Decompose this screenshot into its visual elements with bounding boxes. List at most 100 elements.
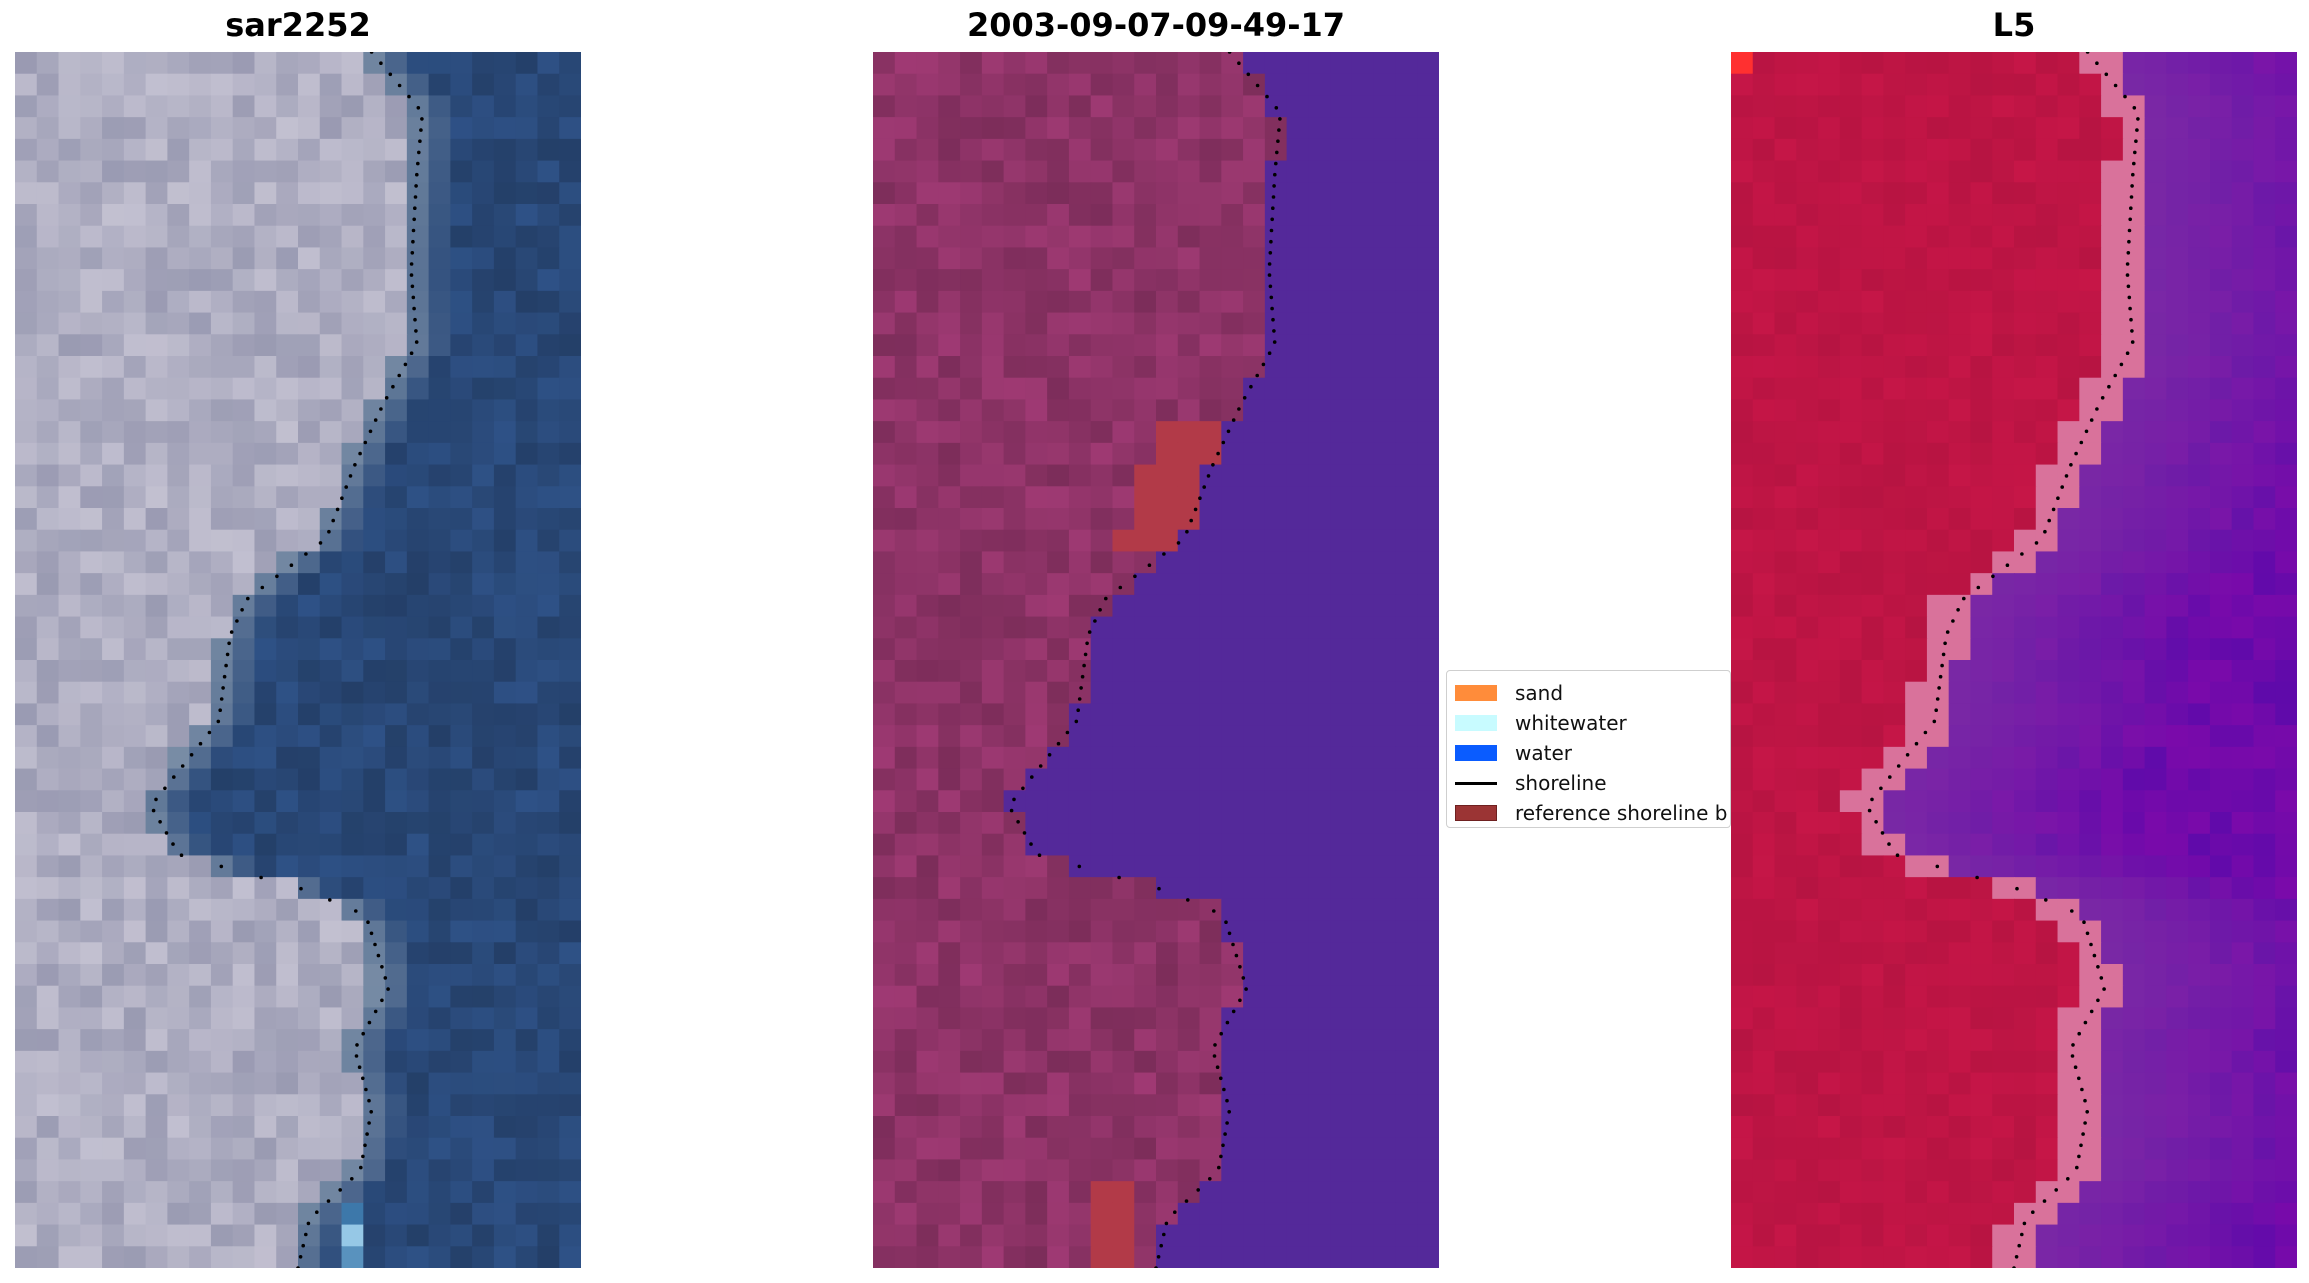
raster-pixel: [1861, 247, 1884, 270]
raster-pixel: [515, 790, 539, 813]
raster-pixel: [1818, 399, 1841, 422]
raster-pixel: [123, 225, 147, 249]
raster-pixel: [559, 356, 581, 379]
raster-pixel: [1948, 746, 1972, 770]
raster-pixel: [363, 812, 386, 835]
raster-pixel: [493, 1202, 517, 1226]
raster-pixel: [319, 833, 343, 857]
raster-pixel: [559, 73, 581, 97]
raster-pixel: [1883, 1202, 1906, 1226]
raster-pixel: [298, 464, 321, 487]
raster-pixel: [450, 942, 473, 965]
raster-pixel: [145, 877, 168, 900]
raster-pixel: [1883, 399, 1906, 422]
raster-pixel: [1351, 421, 1375, 444]
raster-pixel: [2231, 421, 2255, 444]
raster-pixel: [493, 464, 517, 487]
raster-pixel: [2035, 247, 2059, 270]
shoreline-point: [1268, 251, 1273, 255]
raster-pixel: [15, 138, 38, 162]
raster-pixel: [2035, 73, 2059, 97]
raster-pixel: [2144, 812, 2167, 835]
raster-pixel: [319, 269, 343, 292]
shoreline-point: [1157, 886, 1161, 891]
raster-pixel: [102, 182, 125, 205]
raster-pixel: [960, 1116, 983, 1139]
rgb-image: [15, 52, 581, 1268]
shoreline-point: [1222, 1087, 1226, 1092]
raster-pixel: [2014, 529, 2037, 553]
raster-pixel: [537, 182, 560, 205]
raster-pixel: [1264, 1116, 1288, 1139]
raster-pixel: [1243, 334, 1266, 357]
shoreline-point: [1176, 541, 1181, 545]
raster-pixel: [2079, 1202, 2102, 1226]
raster-pixel: [1199, 681, 1222, 705]
raster-pixel: [80, 247, 103, 270]
raster-pixel: [1134, 920, 1157, 943]
raster-pixel: [537, 377, 560, 401]
raster-pixel: [276, 1094, 299, 1117]
raster-pixel: [1264, 638, 1288, 661]
raster-pixel: [981, 204, 1005, 227]
raster-pixel: [559, 703, 581, 726]
raster-pixel: [1199, 877, 1222, 900]
raster-pixel: [1156, 508, 1179, 531]
raster-pixel: [2122, 790, 2146, 813]
raster-pixel: [1264, 334, 1288, 357]
raster-pixel: [1047, 312, 1070, 335]
raster-pixel: [2231, 290, 2255, 314]
raster-pixel: [80, 52, 103, 75]
raster-pixel: [1948, 247, 1972, 270]
raster-pixel: [276, 1159, 299, 1182]
raster-pixel: [960, 812, 983, 835]
raster-pixel: [1003, 290, 1026, 314]
raster-pixel: [981, 1202, 1005, 1226]
raster-pixel: [493, 182, 517, 205]
raster-pixel: [1156, 1029, 1179, 1052]
shoreline-point: [363, 1143, 367, 1148]
raster-pixel: [2231, 660, 2255, 683]
raster-pixel: [1243, 790, 1266, 813]
raster-pixel: [1731, 1072, 1754, 1095]
raster-pixel: [1883, 312, 1906, 335]
raster-pixel: [123, 486, 147, 509]
raster-pixel: [36, 1159, 60, 1182]
raster-pixel: [36, 312, 60, 335]
raster-pixel: [493, 334, 517, 357]
raster-pixel: [1417, 551, 1439, 574]
raster-pixel: [1839, 812, 1863, 835]
raster-pixel: [1970, 247, 1993, 270]
raster-pixel: [1818, 442, 1841, 466]
raster-pixel: [1992, 182, 2015, 205]
raster-pixel: [363, 1246, 386, 1268]
raster-pixel: [1796, 1246, 1819, 1268]
raster-pixel: [15, 269, 38, 292]
raster-pixel: [1731, 73, 1754, 97]
raster-pixel: [2057, 117, 2080, 140]
raster-pixel: [1839, 377, 1863, 401]
raster-pixel: [1373, 1181, 1397, 1204]
raster-pixel: [2275, 1116, 2297, 1139]
raster-pixel: [1774, 660, 1797, 683]
raster-pixel: [2231, 312, 2255, 335]
raster-pixel: [2014, 855, 2037, 878]
raster-pixel: [1796, 985, 1819, 1009]
raster-pixel: [960, 1159, 983, 1182]
raster-pixel: [1221, 551, 1244, 574]
raster-pixel: [2014, 833, 2037, 857]
raster-pixel: [1047, 95, 1070, 118]
raster-pixel: [1264, 1007, 1288, 1030]
raster-pixel: [123, 920, 147, 943]
raster-pixel: [1156, 95, 1179, 118]
raster-pixel: [36, 855, 60, 878]
raster-pixel: [1047, 703, 1070, 726]
raster-pixel: [232, 833, 256, 857]
raster-pixel: [428, 898, 451, 922]
raster-pixel: [1330, 204, 1353, 227]
raster-pixel: [210, 486, 234, 509]
raster-pixel: [276, 594, 299, 618]
raster-pixel: [1199, 1159, 1222, 1182]
raster-pixel: [1286, 898, 1309, 922]
raster-pixel: [1948, 855, 1972, 878]
